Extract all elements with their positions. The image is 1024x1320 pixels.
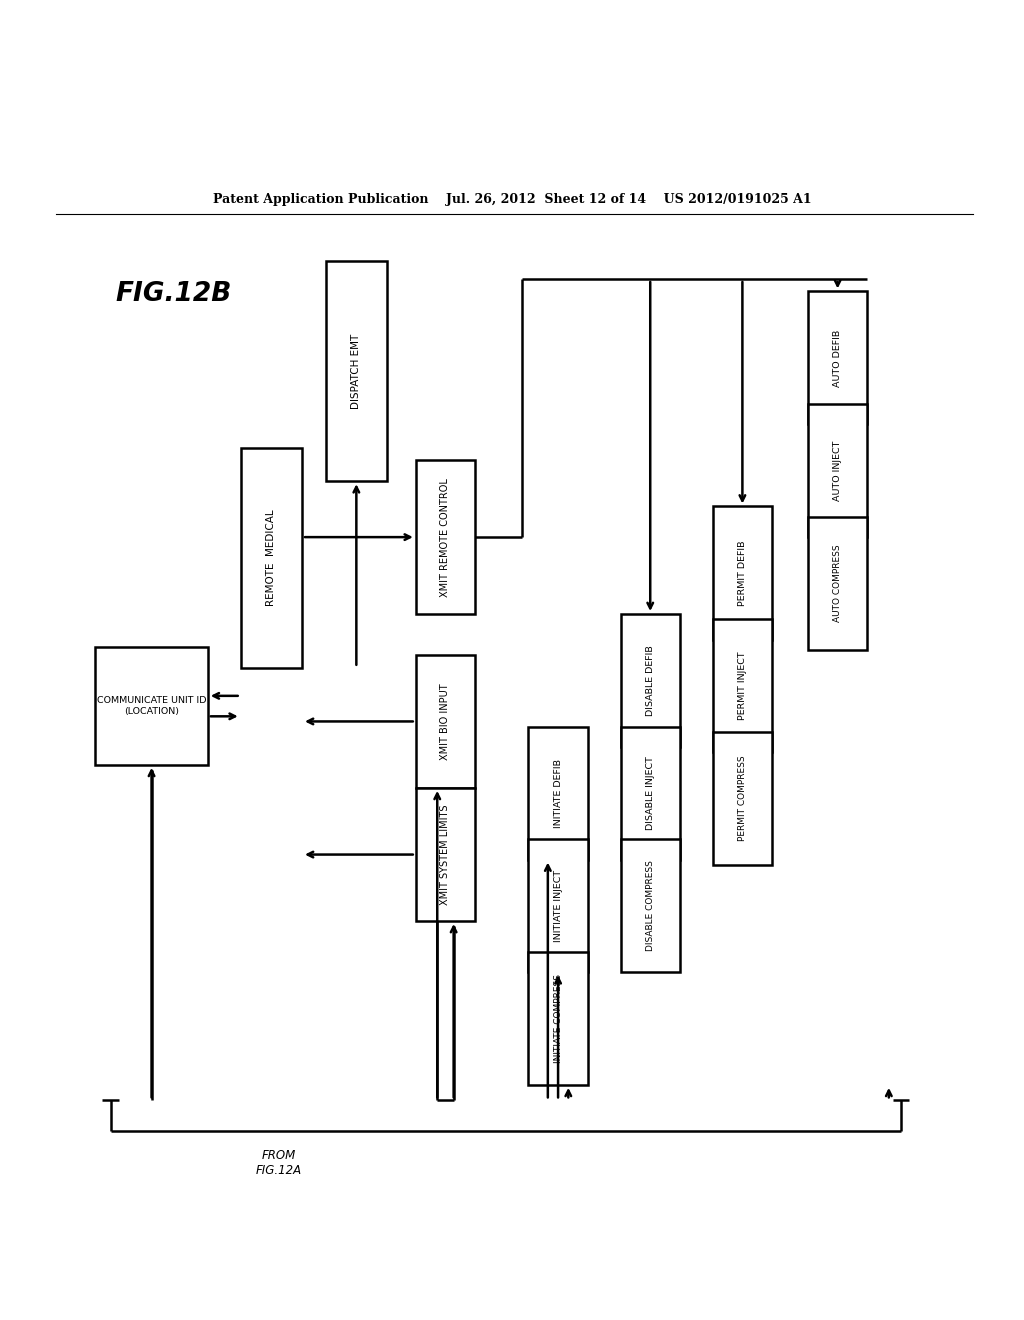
Bar [528, 840, 588, 973]
Text: AUTO COMPRESS: AUTO COMPRESS [834, 544, 842, 622]
Text: COMMUNICATE UNIT ID
(LOCATION): COMMUNICATE UNIT ID (LOCATION) [97, 696, 206, 717]
Bar [808, 404, 867, 537]
Bar [713, 619, 772, 752]
Bar [416, 788, 475, 921]
Text: INITIATE INJECT: INITIATE INJECT [554, 870, 562, 942]
Text: FROM
FIG.12A: FROM FIG.12A [255, 1150, 302, 1177]
Text: PERMIT DEFIB: PERMIT DEFIB [738, 540, 746, 606]
Bar [528, 726, 588, 859]
Text: DISABLE INJECT: DISABLE INJECT [646, 756, 654, 830]
Text: PERMIT INJECT: PERMIT INJECT [738, 651, 746, 719]
Text: DISPATCH EMT: DISPATCH EMT [351, 334, 361, 409]
Bar [95, 647, 208, 766]
Bar [528, 952, 588, 1085]
Text: PERMIT COMPRESS: PERMIT COMPRESS [738, 755, 746, 841]
Text: DISABLE DEFIB: DISABLE DEFIB [646, 645, 654, 715]
Text: XMIT SYSTEM LIMITS: XMIT SYSTEM LIMITS [440, 804, 451, 904]
Text: Patent Application Publication    Jul. 26, 2012  Sheet 12 of 14    US 2012/01910: Patent Application Publication Jul. 26, … [213, 193, 811, 206]
Text: INITIATE COMPRESS: INITIATE COMPRESS [554, 974, 562, 1063]
Text: XMIT BIO INPUT: XMIT BIO INPUT [440, 684, 451, 760]
Text: REMOTE  MEDICAL: REMOTE MEDICAL [266, 510, 276, 606]
Text: AUTO DEFIB: AUTO DEFIB [834, 329, 842, 387]
Bar [241, 447, 302, 668]
Bar [808, 292, 867, 425]
Bar [621, 726, 680, 859]
Bar [416, 655, 475, 788]
Bar [326, 261, 387, 482]
Bar [416, 461, 475, 614]
Bar [621, 840, 680, 973]
Text: INITIATE DEFIB: INITIATE DEFIB [554, 759, 562, 828]
Bar [808, 516, 867, 649]
Bar [713, 731, 772, 865]
Bar [713, 507, 772, 639]
Bar [621, 614, 680, 747]
Text: DISABLE COMPRESS: DISABLE COMPRESS [646, 861, 654, 952]
Text: AUTO INJECT: AUTO INJECT [834, 441, 842, 500]
Text: FIG.12B: FIG.12B [116, 281, 232, 308]
Text: XMIT REMOTE CONTROL: XMIT REMOTE CONTROL [440, 478, 451, 597]
